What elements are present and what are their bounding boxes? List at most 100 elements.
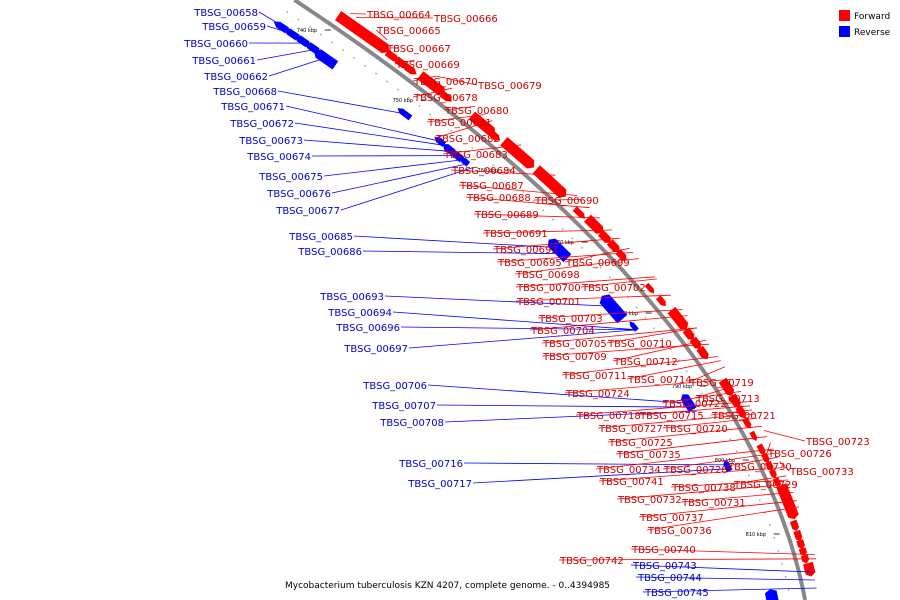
reverse-gene-label[interactable]: TBSG_00743 xyxy=(632,561,697,572)
forward-gene-label[interactable]: TBSG_00734 xyxy=(596,465,661,476)
reverse-gene-label[interactable]: TBSG_00694 xyxy=(327,308,392,319)
reverse-gene-label[interactable]: TBSG_00717 xyxy=(407,479,472,490)
forward-gene-arrow[interactable] xyxy=(598,230,611,244)
forward-gene-arrow[interactable] xyxy=(796,539,805,550)
reverse-gene-label[interactable]: TBSG_00660 xyxy=(183,39,248,50)
forward-gene-arrow[interactable] xyxy=(756,443,766,455)
forward-gene-label[interactable]: TBSG_00722 xyxy=(662,399,727,410)
reverse-gene-label[interactable]: TBSG_00707 xyxy=(371,401,436,412)
forward-gene-arrow[interactable] xyxy=(696,345,709,360)
forward-gene-label[interactable]: TBSG_00681 xyxy=(427,118,492,129)
forward-gene-label[interactable]: TBSG_00690 xyxy=(534,196,599,207)
forward-gene-label[interactable]: TBSG_00718 xyxy=(576,411,641,422)
forward-gene-label[interactable]: TBSG_00703 xyxy=(538,314,603,325)
forward-gene-arrow[interactable] xyxy=(572,206,586,219)
forward-gene-label[interactable]: TBSG_00705 xyxy=(542,339,607,350)
forward-gene-label[interactable]: TBSG_00712 xyxy=(613,357,678,368)
forward-gene-label[interactable]: TBSG_00714 xyxy=(627,375,692,386)
forward-gene-label[interactable]: TBSG_00727 xyxy=(598,424,663,435)
forward-gene-label[interactable]: TBSG_00695 xyxy=(497,258,562,269)
forward-gene-label[interactable]: TBSG_00731 xyxy=(681,498,746,509)
reverse-gene-label[interactable]: TBSG_00677 xyxy=(275,206,340,217)
forward-gene-label[interactable]: TBSG_00738 xyxy=(671,483,736,494)
forward-gene-label[interactable]: TBSG_00683 xyxy=(443,150,508,161)
forward-gene-label[interactable]: TBSG_00737 xyxy=(639,513,704,524)
reverse-gene-label[interactable]: TBSG_00676 xyxy=(266,189,331,200)
reverse-gene-label[interactable]: TBSG_00706 xyxy=(362,381,427,392)
forward-gene-label[interactable]: TBSG_00698 xyxy=(515,270,580,281)
reverse-gene-label[interactable]: TBSG_00674 xyxy=(246,152,311,163)
forward-gene-label[interactable]: TBSG_00687 xyxy=(459,181,524,192)
forward-gene-label[interactable]: TBSG_00742 xyxy=(559,556,624,567)
forward-gene-label[interactable]: TBSG_00711 xyxy=(562,371,627,382)
forward-gene-arrow[interactable] xyxy=(417,71,446,96)
forward-gene-label[interactable]: TBSG_00664 xyxy=(366,10,431,21)
forward-gene-label[interactable]: TBSG_00691 xyxy=(483,229,548,240)
forward-gene-arrow[interactable] xyxy=(644,282,655,294)
reverse-gene-label[interactable]: TBSG_00716 xyxy=(398,459,463,470)
reverse-gene-label[interactable]: TBSG_00662 xyxy=(203,72,268,83)
forward-gene-label[interactable]: TBSG_00670 xyxy=(413,77,478,88)
forward-gene-label[interactable]: TBSG_00728 xyxy=(663,465,728,476)
forward-gene-label[interactable]: TBSG_00733 xyxy=(789,467,854,478)
forward-gene-label[interactable]: TBSG_00669 xyxy=(395,60,460,71)
forward-gene-arrow[interactable] xyxy=(532,165,567,198)
forward-gene-arrow[interactable] xyxy=(606,239,620,253)
forward-gene-label[interactable]: TBSG_00713 xyxy=(695,394,760,405)
forward-gene-label[interactable]: TBSG_00729 xyxy=(733,480,798,491)
forward-gene-label[interactable]: TBSG_00726 xyxy=(767,449,832,460)
forward-gene-arrow[interactable] xyxy=(769,468,777,479)
forward-gene-label[interactable]: TBSG_00719 xyxy=(689,378,754,389)
forward-gene-arrow[interactable] xyxy=(667,306,689,330)
reverse-gene-label[interactable]: TBSG_00672 xyxy=(229,119,294,130)
forward-gene-label[interactable]: TBSG_00723 xyxy=(805,437,870,448)
reverse-gene-label[interactable]: TBSG_00708 xyxy=(379,418,444,429)
reverse-gene-arrow[interactable] xyxy=(599,294,628,324)
forward-gene-arrow[interactable] xyxy=(403,63,417,75)
reverse-gene-label[interactable]: TBSG_00673 xyxy=(238,136,303,147)
reverse-gene-arrow[interactable] xyxy=(723,460,733,473)
forward-gene-label[interactable]: TBSG_00724 xyxy=(565,389,630,400)
reverse-gene-label[interactable]: TBSG_00675 xyxy=(258,172,323,183)
forward-gene-label[interactable]: TBSG_00720 xyxy=(663,424,728,435)
reverse-gene-arrow[interactable] xyxy=(397,108,413,121)
forward-gene-label[interactable]: TBSG_00688 xyxy=(466,193,531,204)
forward-gene-label[interactable]: TBSG_00710 xyxy=(607,339,672,350)
forward-gene-label[interactable]: TBSG_00679 xyxy=(477,81,542,92)
reverse-gene-label[interactable]: TBSG_00693 xyxy=(319,292,384,303)
forward-gene-label[interactable]: TBSG_00684 xyxy=(451,166,516,177)
forward-gene-label[interactable]: TBSG_00741 xyxy=(599,477,664,488)
reverse-gene-label[interactable]: TBSG_00661 xyxy=(191,56,256,67)
reverse-gene-arrow[interactable] xyxy=(314,49,339,70)
forward-gene-arrow[interactable] xyxy=(776,483,799,520)
forward-gene-label[interactable]: TBSG_00721 xyxy=(711,411,776,422)
reverse-gene-label[interactable]: TBSG_00659 xyxy=(201,22,266,33)
reverse-gene-label[interactable]: TBSG_00697 xyxy=(343,344,408,355)
forward-gene-arrow[interactable] xyxy=(439,90,453,102)
forward-gene-label[interactable]: TBSG_00689 xyxy=(474,210,539,221)
forward-gene-label[interactable]: TBSG_00692 xyxy=(493,245,558,256)
forward-gene-arrow[interactable] xyxy=(742,417,752,429)
reverse-gene-label[interactable]: TBSG_00745 xyxy=(644,588,709,599)
reverse-gene-label[interactable]: TBSG_00685 xyxy=(288,232,353,243)
forward-gene-label[interactable]: TBSG_00682 xyxy=(435,134,500,145)
forward-gene-label[interactable]: TBSG_00702 xyxy=(581,283,646,294)
forward-gene-label[interactable]: TBSG_00700 xyxy=(516,283,581,294)
forward-gene-arrow[interactable] xyxy=(682,327,695,340)
reverse-gene-label[interactable]: TBSG_00668 xyxy=(212,87,277,98)
forward-gene-arrow[interactable] xyxy=(655,295,666,307)
forward-gene-arrow[interactable] xyxy=(749,430,758,441)
forward-gene-arrow[interactable] xyxy=(584,214,604,234)
reverse-gene-label[interactable]: TBSG_00671 xyxy=(220,102,285,113)
forward-gene-arrow[interactable] xyxy=(384,49,400,62)
reverse-gene-label[interactable]: TBSG_00696 xyxy=(335,323,400,334)
forward-gene-label[interactable]: TBSG_00725 xyxy=(608,438,673,449)
forward-gene-label[interactable]: TBSG_00732 xyxy=(617,495,682,506)
forward-gene-arrow[interactable] xyxy=(615,249,627,261)
forward-gene-arrow[interactable] xyxy=(793,529,803,542)
forward-gene-label[interactable]: TBSG_00730 xyxy=(727,462,792,473)
forward-gene-arrow[interactable] xyxy=(789,519,799,531)
reverse-gene-label[interactable]: TBSG_00658 xyxy=(193,8,258,19)
forward-gene-label[interactable]: TBSG_00740 xyxy=(631,545,696,556)
forward-gene-arrow[interactable] xyxy=(489,131,501,141)
